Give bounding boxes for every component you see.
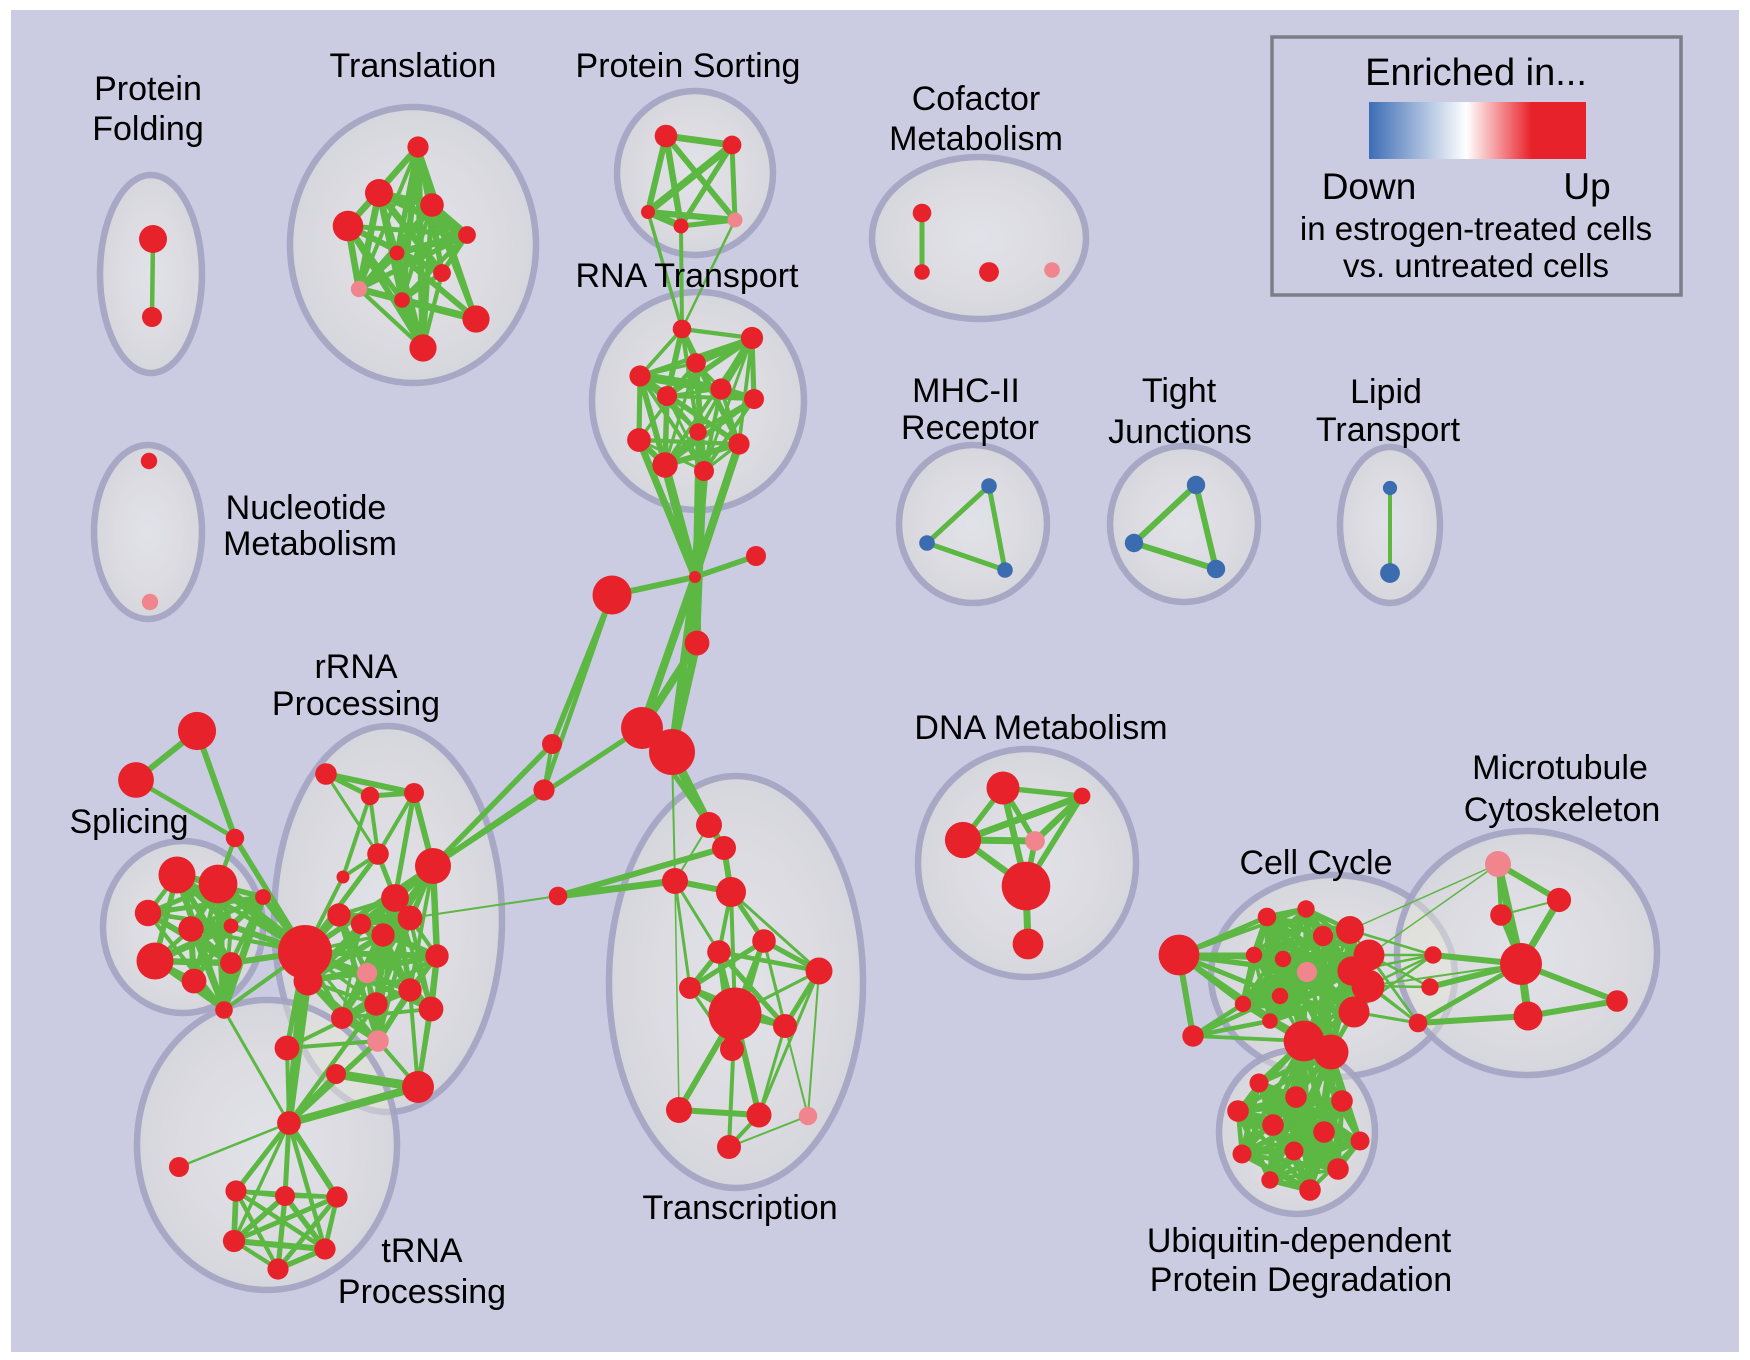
svg-text:Cytoskeleton: Cytoskeleton: [1464, 791, 1661, 829]
svg-text:Metabolism: Metabolism: [889, 120, 1063, 158]
svg-text:vs. untreated cells: vs. untreated cells: [1343, 247, 1609, 284]
svg-text:MHC-II: MHC-II: [912, 372, 1020, 410]
svg-text:Processing: Processing: [272, 685, 440, 723]
svg-text:Nucleotide: Nucleotide: [226, 489, 387, 527]
svg-text:Tight: Tight: [1142, 372, 1217, 410]
svg-text:in estrogen-treated cells: in estrogen-treated cells: [1300, 210, 1652, 247]
svg-text:Ubiquitin-dependent: Ubiquitin-dependent: [1147, 1222, 1452, 1260]
svg-text:Junctions: Junctions: [1108, 413, 1252, 451]
svg-text:Protein Degradation: Protein Degradation: [1150, 1261, 1452, 1299]
svg-text:Up: Up: [1563, 166, 1610, 207]
svg-text:Lipid: Lipid: [1350, 373, 1422, 411]
svg-text:Microtubule: Microtubule: [1472, 749, 1648, 787]
svg-text:Down: Down: [1322, 166, 1417, 207]
svg-text:Protein: Protein: [94, 70, 202, 108]
svg-text:Protein Sorting: Protein Sorting: [576, 47, 801, 85]
svg-text:Transport: Transport: [1316, 411, 1461, 449]
svg-text:Cofactor: Cofactor: [912, 80, 1041, 118]
svg-text:Processing: Processing: [338, 1273, 506, 1311]
svg-text:Splicing: Splicing: [69, 803, 188, 841]
svg-text:RNA Transport: RNA Transport: [576, 257, 800, 295]
svg-text:rRNA: rRNA: [314, 648, 397, 686]
svg-text:Transcription: Transcription: [642, 1189, 837, 1227]
svg-text:Metabolism: Metabolism: [223, 525, 397, 563]
svg-text:tRNA: tRNA: [381, 1232, 463, 1270]
svg-text:Translation: Translation: [330, 47, 497, 85]
svg-text:Folding: Folding: [92, 110, 204, 148]
svg-text:Cell Cycle: Cell Cycle: [1239, 844, 1392, 882]
svg-text:DNA Metabolism: DNA Metabolism: [914, 709, 1167, 747]
svg-text:Enriched in...: Enriched in...: [1365, 52, 1587, 94]
svg-text:Receptor: Receptor: [901, 409, 1039, 447]
